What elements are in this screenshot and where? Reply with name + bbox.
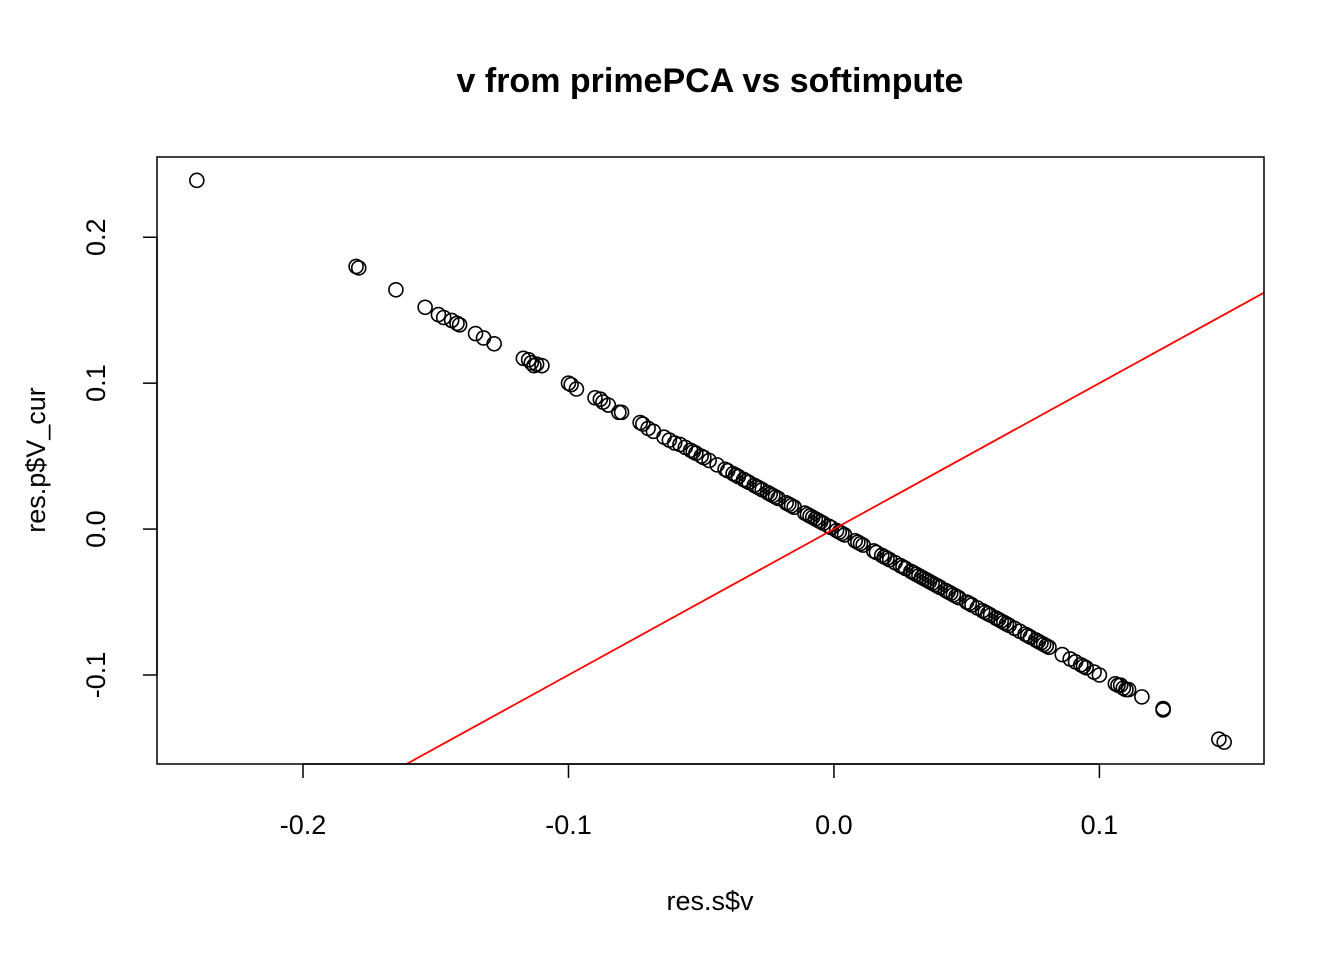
data-point <box>568 381 585 397</box>
reference-line-layer <box>406 291 1265 765</box>
data-point <box>189 172 205 189</box>
data-point <box>475 330 492 346</box>
data-point <box>1091 667 1108 683</box>
y-tick-label: 0.1 <box>81 364 111 402</box>
data-point <box>350 260 367 276</box>
y-axis-label: res.p$V_cur <box>21 387 51 533</box>
data-point <box>998 616 1015 632</box>
data-point <box>1011 623 1028 640</box>
data-point <box>443 312 460 329</box>
data-point <box>701 452 717 469</box>
data-point <box>961 595 978 612</box>
data-point <box>834 525 850 542</box>
data-point <box>534 357 550 374</box>
data-point <box>417 299 433 316</box>
data-point <box>1134 689 1150 705</box>
data-point <box>632 414 648 431</box>
data-point <box>449 315 465 332</box>
y-tick-label: 0.0 <box>81 510 111 548</box>
x-tick-label: -0.2 <box>280 810 327 840</box>
x-axis: -0.2 -0.1 0.0 0.1 <box>280 763 1119 840</box>
y-axis: -0.1 0.0 0.1 0.2 <box>81 218 158 699</box>
x-axis-label: res.s$v <box>666 886 754 916</box>
data-point <box>656 429 672 445</box>
data-point <box>887 554 903 571</box>
data-point <box>348 258 364 275</box>
reference-line <box>406 291 1265 765</box>
data-point <box>783 497 800 514</box>
data-point <box>1120 681 1137 698</box>
data-point <box>520 352 537 368</box>
data-point <box>1086 664 1102 680</box>
data-point <box>1112 677 1129 694</box>
data-point <box>1155 700 1171 717</box>
chart-title: v from primePCA vs softimpute <box>457 62 964 100</box>
data-points <box>189 172 1232 750</box>
data-point <box>526 357 542 374</box>
data-point <box>879 550 895 567</box>
data-point <box>1067 654 1084 670</box>
data-point <box>969 600 986 616</box>
data-point <box>600 397 617 413</box>
data-point <box>1216 734 1232 750</box>
data-point <box>563 376 579 393</box>
y-tick-label: 0.2 <box>81 218 111 256</box>
data-point <box>852 535 869 552</box>
data-point <box>1211 731 1227 747</box>
data-point <box>451 317 468 333</box>
y-tick-label: -0.1 <box>81 652 111 699</box>
data-point <box>645 423 662 440</box>
data-point <box>635 416 651 432</box>
data-point <box>1041 639 1057 656</box>
x-tick-label: -0.1 <box>545 810 592 840</box>
data-point <box>693 448 710 464</box>
data-point <box>709 457 725 473</box>
data-point <box>388 281 404 298</box>
data-point <box>1062 651 1079 667</box>
data-point <box>613 404 630 421</box>
x-tick-label: 0.0 <box>815 810 853 840</box>
data-point <box>595 394 611 410</box>
data-point <box>1078 659 1094 676</box>
data-point <box>592 391 609 408</box>
data-point <box>1006 620 1023 637</box>
data-point <box>467 325 484 342</box>
data-point <box>1038 638 1055 654</box>
data-point <box>486 335 502 352</box>
data-point <box>560 375 577 391</box>
x-tick-label: 0.1 <box>1081 810 1119 840</box>
data-point <box>430 306 447 323</box>
data-point <box>435 309 452 326</box>
data-point <box>1054 646 1071 663</box>
